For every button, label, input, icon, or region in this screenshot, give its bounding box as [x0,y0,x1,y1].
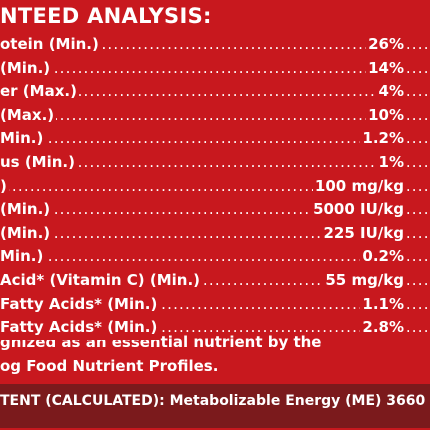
nutrient-value: 5000 IU/kg [311,198,404,222]
analysis-row: ........................................… [0,292,430,317]
nutrient-value: 10% [366,103,404,128]
calorie-content-text: TENT (CALCULATED): Metabolizable Energy … [0,393,430,409]
nutrient-name: ) [0,174,9,199]
nutrient-name: (Min.) [0,198,53,222]
nutrient-value: 1.2% [360,127,404,151]
leader-dots: ........................................… [0,35,430,53]
nutrient-name: Fatty Acids* (Min.) [0,316,160,340]
analysis-row: ........................................… [0,198,430,222]
analysis-row: ........................................… [0,150,430,175]
analysis-row: ........................................… [0,268,430,293]
nutrient-name: er (Max.) [0,80,79,104]
nutrient-name: us (Min.) [0,150,77,175]
nutrient-name: (Min.) [0,221,53,246]
leader-dots: ........................................… [0,82,430,101]
footnote-line-2: og Food Nutrient Profiles. [0,357,219,375]
analysis-row: ........................................… [0,103,430,128]
analysis-row: ........................................… [0,33,430,57]
analysis-row: ........................................… [0,316,430,340]
nutrient-value: 2.8% [360,316,404,340]
nutrient-value: 1.1% [360,292,404,317]
nutrient-name: Fatty Acids* (Min.) [0,292,160,317]
calorie-content-band [0,384,430,428]
analysis-row: ........................................… [0,221,430,246]
nutrient-value: 26% [366,33,404,57]
nutrient-value: 225 IU/kg [321,221,404,246]
section-heading: NTEED ANALYSIS: [0,4,212,28]
nutrient-value: 14% [366,56,404,81]
nutrient-name: Min.) [0,245,46,269]
analysis-row: ........................................… [0,174,430,199]
nutrient-value: 100 mg/kg [312,174,404,199]
nutrient-value: 0.2% [360,245,404,269]
analysis-row: ........................................… [0,245,430,269]
nutrient-name: Min.) [0,127,46,151]
nutrient-name: (Max.) [0,103,57,128]
analysis-row: ........................................… [0,80,430,104]
leader-dots: ........................................… [0,247,430,266]
nutrient-value: 55 mg/kg [323,268,404,293]
nutrient-name: (Min.) [0,56,53,81]
analysis-row: ........................................… [0,56,430,81]
leader-dots: ........................................… [0,129,430,148]
leader-dots: ........................................… [0,105,430,124]
analysis-table: ........................................… [0,33,430,340]
nutrient-value: 4% [376,80,404,104]
leader-dots: ........................................… [0,152,430,171]
analysis-row: ........................................… [0,127,430,151]
nutrient-name: Acid* (Vitamin C) (Min.) [0,268,202,293]
leader-dots: ........................................… [0,58,430,77]
nutrient-value: 1% [376,150,404,175]
footnote: gnized as an essential nutrient by the o… [0,330,430,378]
nutrient-name: otein (Min.) [0,33,101,57]
